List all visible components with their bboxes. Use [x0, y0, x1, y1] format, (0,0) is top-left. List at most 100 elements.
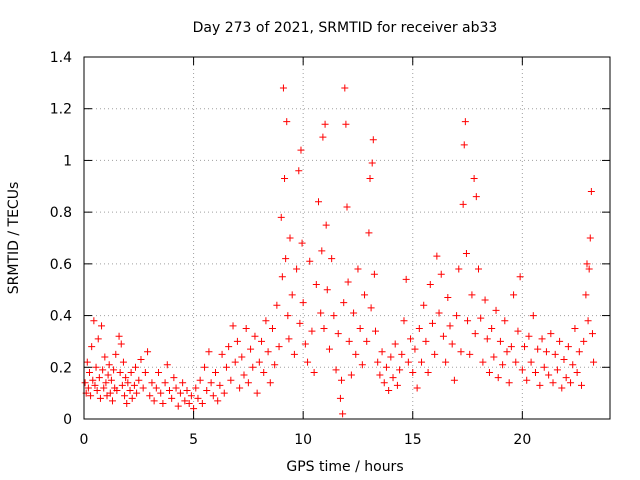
data-point — [334, 330, 342, 338]
data-point — [281, 175, 289, 183]
data-point — [442, 358, 450, 366]
data-point — [222, 363, 230, 371]
data-point — [380, 379, 388, 387]
data-point — [233, 337, 241, 345]
chart-title: Day 273 of 2021, SRMTID for receiver ab3… — [193, 20, 498, 36]
data-point — [460, 141, 468, 149]
data-point — [133, 389, 141, 397]
data-point — [98, 322, 106, 330]
data-point — [538, 335, 546, 343]
data-point — [345, 337, 353, 345]
data-point — [117, 340, 125, 348]
data-point — [453, 312, 461, 320]
data-point — [363, 337, 371, 345]
data-point — [315, 198, 323, 206]
data-point — [540, 363, 548, 371]
data-point — [464, 317, 472, 325]
data-point — [288, 291, 296, 299]
data-point — [91, 381, 99, 389]
data-point — [558, 384, 566, 392]
data-point — [525, 332, 533, 340]
data-point — [367, 304, 375, 312]
data-point — [159, 399, 167, 407]
data-point — [424, 368, 432, 376]
data-point — [238, 353, 246, 361]
data-point — [503, 348, 511, 356]
data-point — [127, 368, 135, 376]
data-point — [514, 327, 522, 335]
data-point — [547, 330, 555, 338]
data-point — [297, 146, 305, 154]
data-point — [236, 384, 244, 392]
data-point — [415, 325, 423, 332]
data-point — [521, 343, 529, 351]
data-point — [322, 221, 330, 229]
data-point — [247, 345, 255, 353]
data-point — [244, 379, 252, 387]
data-point — [584, 317, 592, 325]
data-point — [420, 301, 428, 309]
data-point — [354, 265, 362, 273]
data-point — [396, 366, 404, 374]
data-point — [366, 175, 374, 183]
data-point — [279, 84, 287, 92]
data-point — [378, 348, 386, 356]
data-point — [556, 337, 564, 345]
data-point — [101, 353, 109, 361]
data-point — [496, 337, 504, 345]
data-point — [567, 379, 575, 387]
data-point — [361, 291, 369, 299]
data-point — [282, 255, 290, 263]
data-point — [146, 392, 154, 400]
data-point — [344, 278, 352, 286]
data-point — [356, 325, 364, 332]
y-tick-label: 1.4 — [50, 50, 72, 66]
data-point — [409, 368, 417, 376]
data-point — [275, 343, 283, 351]
data-point — [286, 234, 294, 242]
data-point — [170, 374, 178, 382]
data-point — [194, 394, 202, 402]
y-tick-label: 1 — [63, 153, 72, 169]
data-point — [198, 399, 206, 407]
data-point — [81, 379, 89, 387]
data-point — [338, 376, 346, 384]
data-point — [130, 381, 138, 389]
data-point — [242, 325, 250, 332]
data-point — [290, 350, 298, 358]
data-point — [549, 379, 557, 387]
data-point — [418, 358, 426, 366]
data-point — [350, 309, 358, 317]
data-point — [312, 281, 320, 289]
data-point — [123, 399, 131, 407]
data-point — [176, 389, 184, 397]
data-point — [119, 358, 127, 366]
data-point — [562, 374, 570, 382]
data-point — [433, 252, 441, 260]
data-point — [516, 273, 524, 281]
data-point — [116, 368, 124, 376]
data-point — [137, 356, 145, 364]
data-point — [590, 358, 598, 366]
data-point — [422, 337, 430, 345]
data-point — [370, 270, 378, 278]
data-point — [343, 203, 351, 211]
data-point — [382, 363, 390, 371]
data-point — [551, 350, 559, 358]
data-point — [218, 350, 226, 358]
data-point — [575, 348, 583, 356]
y-tick-label: 0.4 — [50, 309, 72, 325]
data-point — [85, 368, 93, 376]
data-point — [122, 374, 130, 382]
data-point — [124, 379, 132, 387]
x-axis: 0 5 10 15 20 — [80, 57, 531, 448]
y-tick-label: 0.8 — [50, 205, 72, 221]
data-point — [260, 368, 268, 376]
data-point — [112, 350, 120, 358]
data-point — [490, 353, 498, 361]
data-point — [264, 348, 272, 356]
data-point — [323, 286, 331, 294]
x-tick-label: 20 — [513, 432, 531, 448]
data-point — [240, 371, 248, 379]
